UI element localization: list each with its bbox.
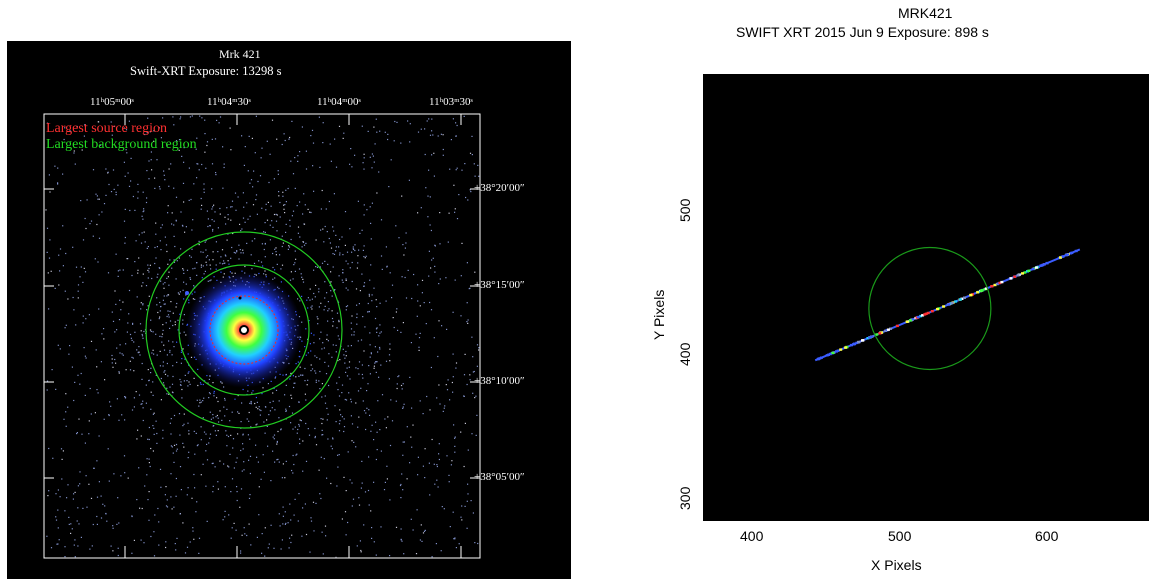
dec-tick-label-2: +38°15′00″ xyxy=(474,279,525,291)
right-title-line1: MRK421 xyxy=(898,5,953,21)
left-image-panel: Mrk 421 Swift-XRT Exposure: 13298 s 11ʰ0… xyxy=(7,41,571,579)
event-streak xyxy=(814,248,1081,362)
legend-background-region: Largest background region xyxy=(46,137,197,152)
y-axis-label: Y Pixels xyxy=(651,289,667,340)
left-frame xyxy=(43,113,481,559)
dec-tick-label-4: +38°05′00″ xyxy=(474,471,525,483)
ra-tick-label-4: 11ʰ03ᵐ30ˢ xyxy=(429,96,473,108)
x-axis-label: X Pixels xyxy=(871,557,922,573)
dark-dot xyxy=(238,296,242,300)
x-tick-label-3: 600 xyxy=(1035,528,1059,544)
y-tick-label-1: 300 xyxy=(677,486,693,510)
legend-source-region: Largest source region xyxy=(46,121,168,136)
background-inner-circle xyxy=(178,264,310,396)
y-tick-label-3: 500 xyxy=(677,198,693,222)
source-region-circle xyxy=(209,295,279,365)
left-sky-image xyxy=(43,113,481,559)
extraction-region-circle xyxy=(868,246,992,371)
left-title-line2: Swift-XRT Exposure: 13298 s xyxy=(130,64,282,78)
source-center xyxy=(241,327,247,333)
right-plot-area xyxy=(703,74,1149,521)
ra-tick-label-3: 11ʰ04ᵐ00ˢ xyxy=(317,96,361,108)
left-title-line1: Mrk 421 xyxy=(219,47,261,61)
right-image-plot xyxy=(814,246,1081,371)
right-title-line2: SWIFT XRT 2015 Jun 9 Exposure: 898 s xyxy=(736,24,989,40)
dec-tick-label-1: +38°20′00″ xyxy=(474,182,525,194)
y-tick-label-2: 400 xyxy=(677,342,693,366)
background-outer-circle xyxy=(145,231,343,429)
dec-tick-label-3: +38°10′00″ xyxy=(474,375,525,387)
bright-dot xyxy=(185,291,189,295)
x-tick-label-2: 500 xyxy=(888,528,912,544)
ra-tick-label-1: 11ʰ05ᵐ00ˢ xyxy=(90,96,134,108)
x-tick-label-1: 400 xyxy=(740,528,764,544)
ra-tick-label-2: 11ʰ04ᵐ30ˢ xyxy=(207,96,251,108)
